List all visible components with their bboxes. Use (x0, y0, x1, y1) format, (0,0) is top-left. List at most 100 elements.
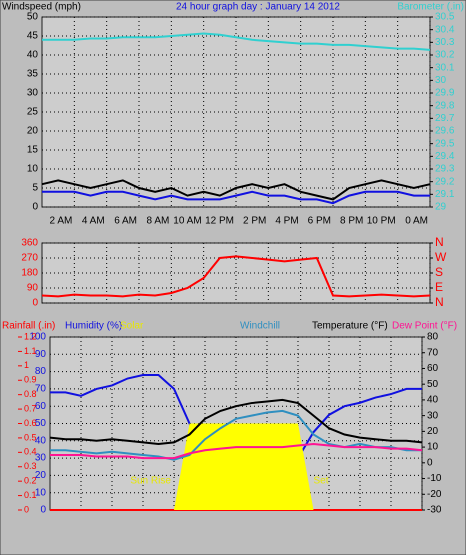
legend-entry: Windchill (240, 321, 280, 332)
y-tick-label: 80 (35, 366, 47, 377)
legend-entry: Dew Point (°F) (392, 321, 457, 332)
y-tick-label: 50 (35, 418, 47, 429)
series-line (42, 32, 431, 51)
y2-tick-label: 29.5 (435, 138, 455, 149)
y2-tick-label: -20 (427, 489, 442, 500)
y2-tick-label: 29.7 (435, 113, 455, 124)
y3-tick-label: 0 (24, 504, 29, 514)
y2-tick-label: -10 (427, 473, 442, 484)
y2-tick-label: 29.2 (435, 176, 455, 187)
y-tick-label: 0 (32, 202, 38, 213)
y2-tick-label: 40 (427, 395, 439, 406)
y-tick-label: 90 (27, 283, 39, 294)
y2-tick-label: W (435, 250, 447, 264)
y-tick-label: 0 (32, 298, 38, 309)
series-line (42, 190, 430, 205)
y2-tick-label: 30.4 (435, 24, 455, 35)
legend-entry: Solar (120, 321, 144, 332)
y2-tick-label: 70 (427, 347, 439, 358)
y3-tick-label: 0.2 (24, 476, 37, 486)
y2-tick-label: N (435, 295, 444, 309)
y2-tick-label: 30.1 (435, 62, 455, 73)
annotation: Set (314, 476, 329, 487)
y3-tick-label: 0.6 (24, 418, 37, 428)
y2-tick-label: E (435, 280, 443, 294)
y-tick-label: 5 (32, 183, 38, 194)
y2-tick-label: 30.3 (435, 37, 455, 48)
legend-entry: Temperature (°F) (312, 321, 388, 332)
y-tick-label: 50 (27, 12, 39, 23)
x-tick-label: 2 PM (243, 216, 266, 227)
y-tick-label: 180 (21, 268, 38, 279)
x-tick-label: 12 PM (205, 216, 234, 227)
x-tick-label: 6 AM (114, 216, 137, 227)
y-tick-label: 90 (35, 349, 47, 360)
chart-title: 24 hour graph day : January 14 2012 (176, 2, 340, 13)
y2-tick-label: S (435, 265, 443, 279)
annotation: Sun Rise (130, 476, 171, 487)
y2-tick-label: 29.4 (435, 151, 455, 162)
x-tick-label: 8 PM (340, 216, 363, 227)
y3-tick-label: 0.7 (24, 403, 37, 413)
y3-tick-label: 0.9 (24, 375, 37, 385)
series-line (50, 442, 423, 460)
y2-tick-label: 20 (427, 426, 439, 437)
y2-tick-label: 30 (435, 75, 447, 86)
y3-tick-label: 0.1 (24, 490, 37, 500)
y-tick-label: 45 (27, 31, 39, 42)
y3-tick-label: 1.2 (24, 331, 37, 341)
y-tick-label: 20 (27, 126, 39, 137)
y2-tick-label: 10 (427, 442, 439, 453)
y2-tick-label: -30 (427, 505, 442, 516)
y2-tick-label: 29 (435, 202, 447, 213)
y3-tick-label: 1.1 (24, 346, 37, 356)
series-line (50, 409, 422, 461)
y-tick-label: 25 (27, 107, 39, 118)
y-tick-label: 360 (21, 238, 38, 249)
y-tick-label: 30 (35, 453, 47, 464)
legend-entry: Rainfall (.in) (2, 321, 55, 332)
y3-tick-label: 0.5 (24, 432, 37, 442)
y2-tick-label: 29.9 (435, 88, 455, 99)
y2-tick-label: 29.6 (435, 126, 455, 137)
y2-tick-label: 30 (427, 410, 439, 421)
x-tick-label: 4 PM (275, 216, 298, 227)
y2-tick-label: 30.2 (435, 50, 455, 61)
y2-tick-label: 30.5 (435, 12, 455, 23)
y3-tick-label: 0.8 (24, 389, 37, 399)
x-tick-label: 8 AM (147, 216, 170, 227)
y2-tick-label: N (435, 235, 444, 249)
y3-tick-label: 0.4 (24, 447, 37, 457)
x-tick-label: 4 AM (82, 216, 105, 227)
y-tick-label: 10 (27, 164, 39, 175)
y2-tick-label: 29.8 (435, 100, 455, 111)
y-tick-label: 10 (35, 487, 47, 498)
x-tick-label: 0 AM (405, 216, 428, 227)
x-tick-label: 6 PM (308, 216, 331, 227)
series-line (41, 179, 431, 201)
x-tick-label: 2 AM (50, 216, 73, 227)
y2-tick-label: 50 (427, 379, 439, 390)
y3-tick-label: 1 (24, 360, 29, 370)
y-tick-label: 60 (35, 401, 47, 412)
y2-axis-label: Barometer (.in) (397, 2, 464, 13)
y-tick-label: 0 (40, 505, 46, 516)
x-tick-label: 10 AM (173, 216, 201, 227)
y2-tick-label: 60 (427, 363, 439, 374)
series-line (41, 255, 431, 298)
y-tick-label: 100 (29, 332, 46, 343)
y2-tick-label: 29.1 (435, 189, 455, 200)
series-line (49, 398, 423, 445)
y-tick-label: 30 (27, 88, 39, 99)
y-tick-label: 270 (21, 253, 38, 264)
y3-tick-label: 0.3 (24, 461, 37, 471)
legend-entry: Humidity (%) (65, 321, 122, 332)
y-tick-label: 40 (35, 435, 47, 446)
y-tick-label: 20 (35, 470, 47, 481)
x-tick-label: 10 PM (367, 216, 396, 227)
y2-tick-label: 29.3 (435, 164, 455, 175)
solar-area (50, 423, 422, 510)
y-tick-label: 70 (35, 384, 47, 395)
y-tick-label: 15 (27, 145, 39, 156)
y-tick-label: 40 (27, 50, 39, 61)
